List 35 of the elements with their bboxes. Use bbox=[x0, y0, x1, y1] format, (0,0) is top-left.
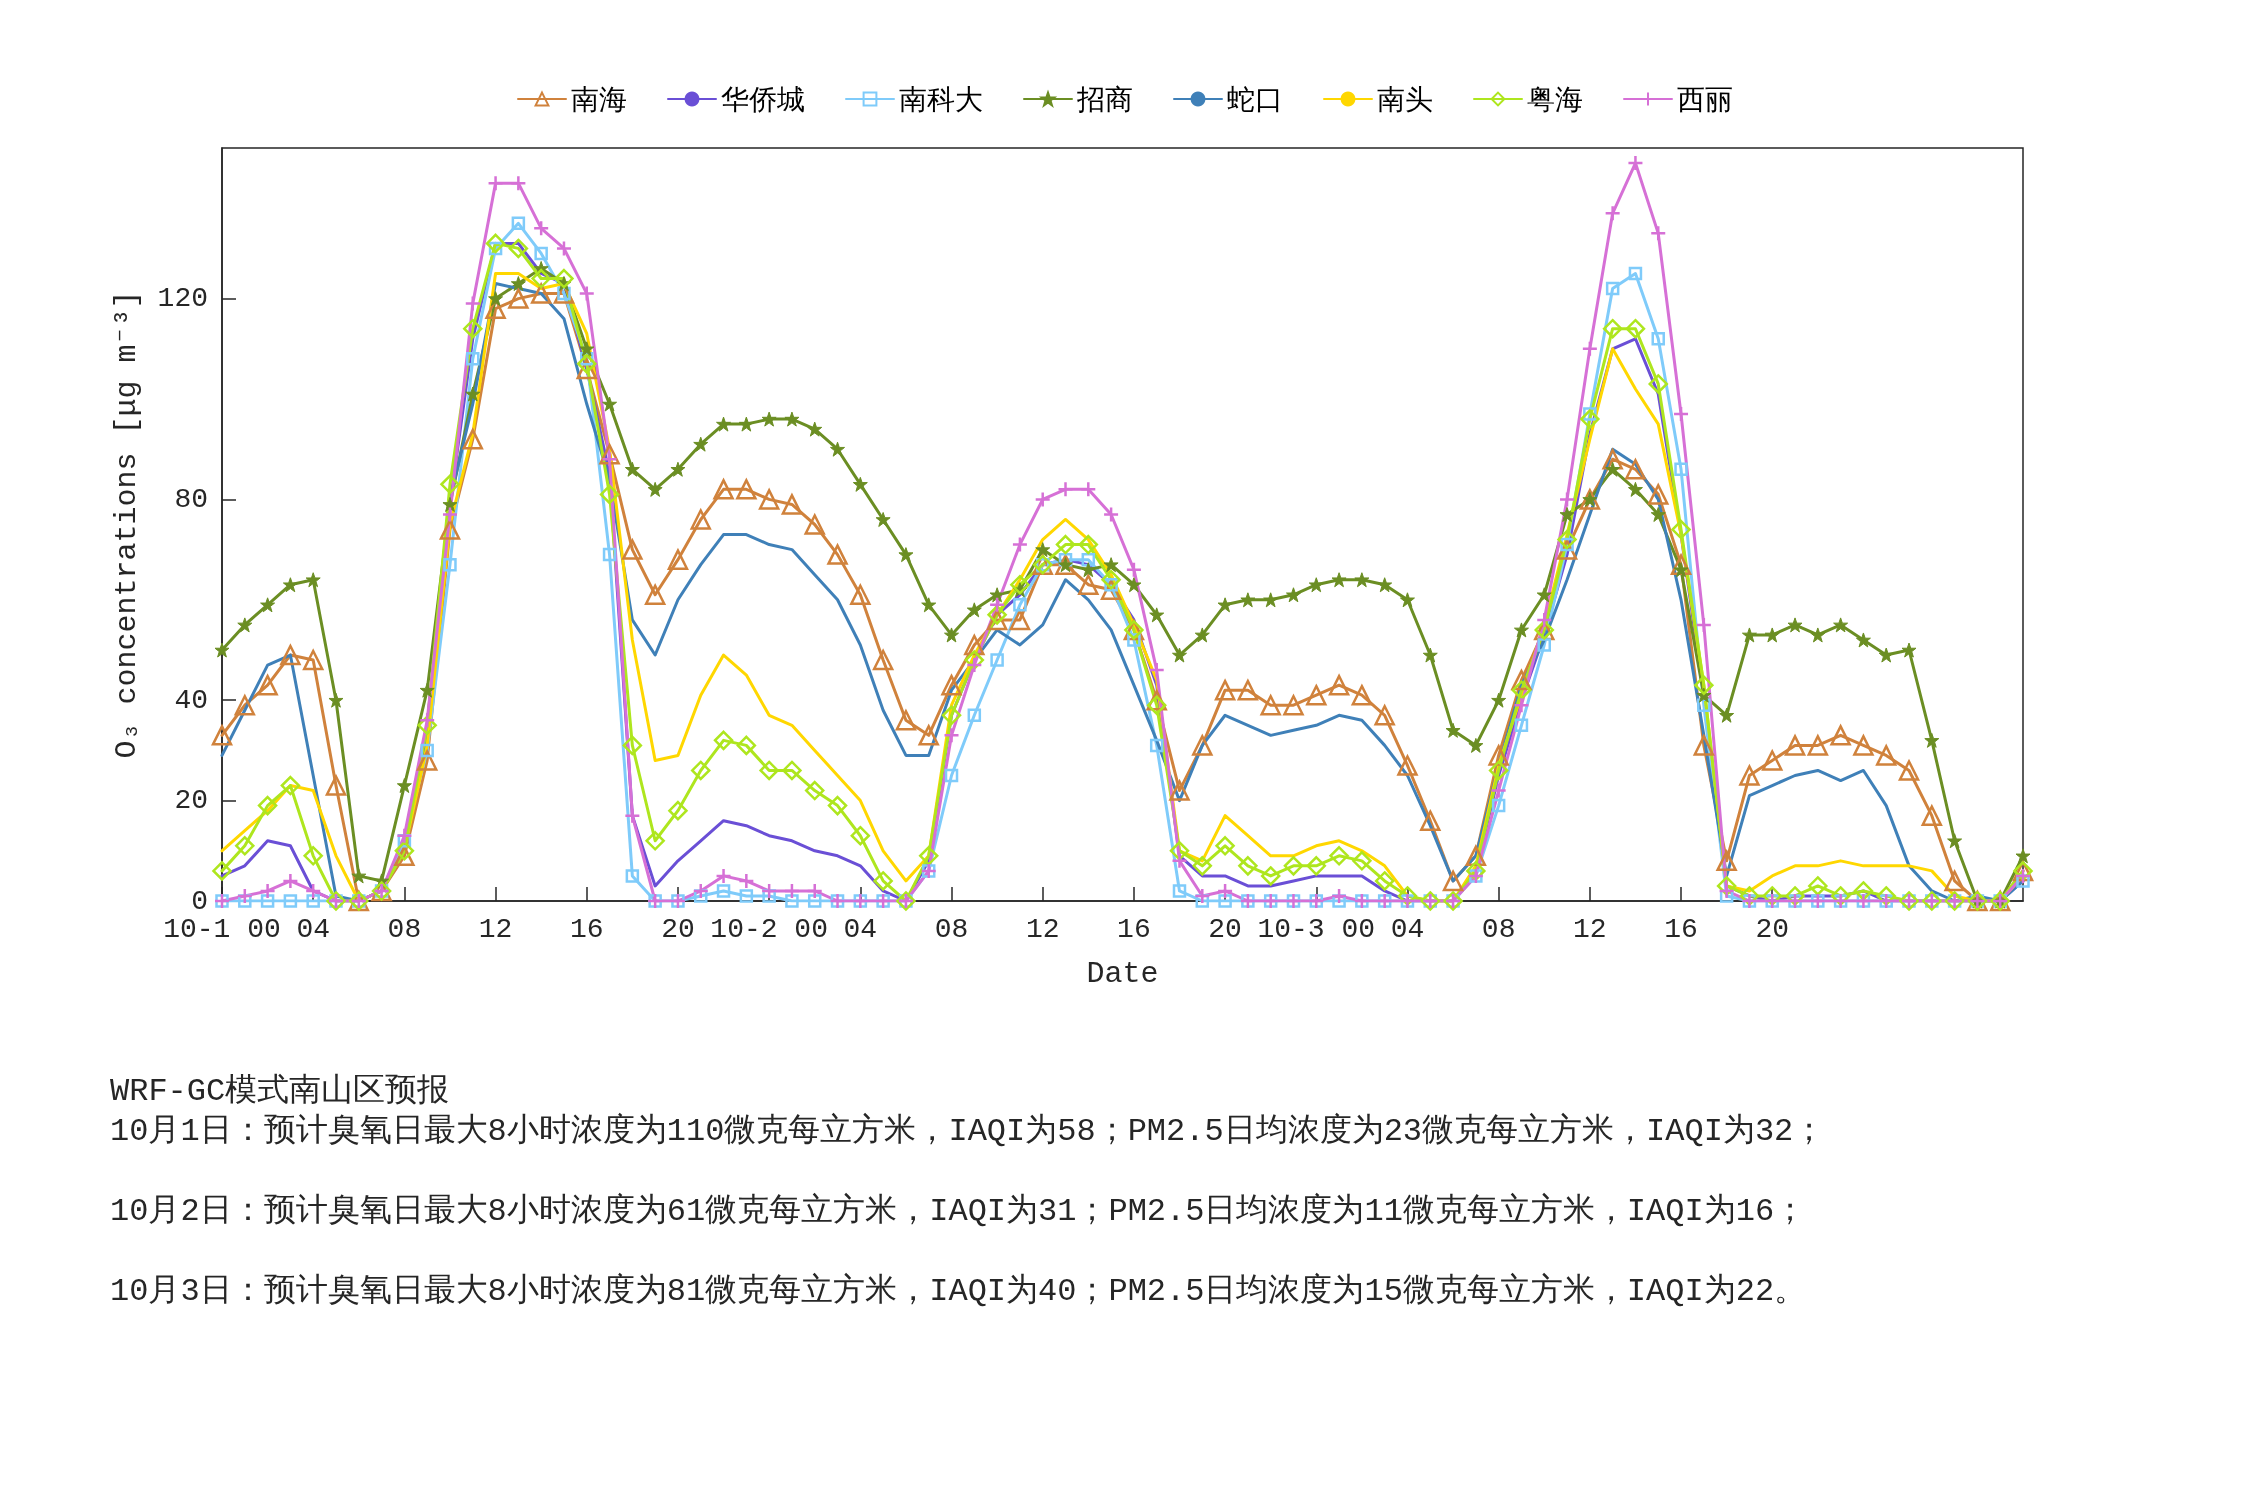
legend-label: 华侨城 bbox=[721, 82, 805, 116]
legend-label: 粤海 bbox=[1527, 82, 1583, 116]
y-tick-label: 120 bbox=[157, 283, 208, 315]
y-axis-title: O₃ concentrations [μg m⁻³] bbox=[110, 290, 144, 759]
legend-label: 南海 bbox=[571, 82, 627, 116]
y-tick-label: 40 bbox=[174, 684, 208, 716]
legend-label: 蛇口 bbox=[1227, 82, 1283, 116]
x-tick-label: 04 bbox=[1390, 913, 1425, 945]
text: 10月1日：预计臭氧日最大8小时浓度为110微克每立方米，IAQI为58；PM2.5日均浓度为23微克每立方米，IAQI为32； bbox=[110, 1112, 1826, 1152]
x-tick-label: 16 bbox=[569, 913, 604, 945]
x-tick-label: 04 bbox=[296, 913, 330, 945]
x-axis-title: Date bbox=[1086, 957, 1159, 991]
x-tick-label: 08 bbox=[1481, 913, 1516, 945]
legend-label: 南科大 bbox=[899, 82, 983, 116]
text: 10月3日：预计臭氧日最大8小时浓度为81微克每立方米，IAQI为40；PM2.5日均浓度为15微克每立方米，IAQI为22。 bbox=[110, 1272, 1808, 1312]
x-tick-label: 16 bbox=[1117, 913, 1151, 945]
x-tick-label: 12 bbox=[1573, 913, 1607, 945]
x-tick-label: 08 bbox=[387, 913, 422, 945]
x-tick-label: 20 bbox=[1208, 913, 1242, 945]
text: 10月2日：预计臭氧日最大8小时浓度为61微克每立方米，IAQI为31；PM2.5日均浓度为11微克每立方米，IAQI为16； bbox=[110, 1192, 1808, 1232]
x-tick-label: 20 bbox=[661, 913, 695, 945]
x-tick-label: 20 bbox=[1755, 913, 1790, 945]
x-tick-label: 08 bbox=[934, 913, 969, 945]
y-tick-label: 20 bbox=[174, 785, 208, 817]
x-tick-label: 16 bbox=[1664, 913, 1698, 945]
x-tick-label: 04 bbox=[843, 913, 878, 945]
x-tick-label: 10-2 00 bbox=[710, 913, 828, 945]
y-tick-label: 80 bbox=[174, 483, 208, 515]
x-tick-label: 10-3 00 bbox=[1257, 913, 1376, 945]
legend-label: 南头 bbox=[1377, 82, 1433, 116]
x-tick-label: 12 bbox=[1025, 913, 1060, 945]
legend-label: 西丽 bbox=[1677, 82, 1733, 116]
x-tick-label: 12 bbox=[478, 913, 513, 945]
legend-label: 招商 bbox=[1076, 82, 1133, 116]
text: WRF-GC模式南山区预报 bbox=[110, 1072, 451, 1112]
